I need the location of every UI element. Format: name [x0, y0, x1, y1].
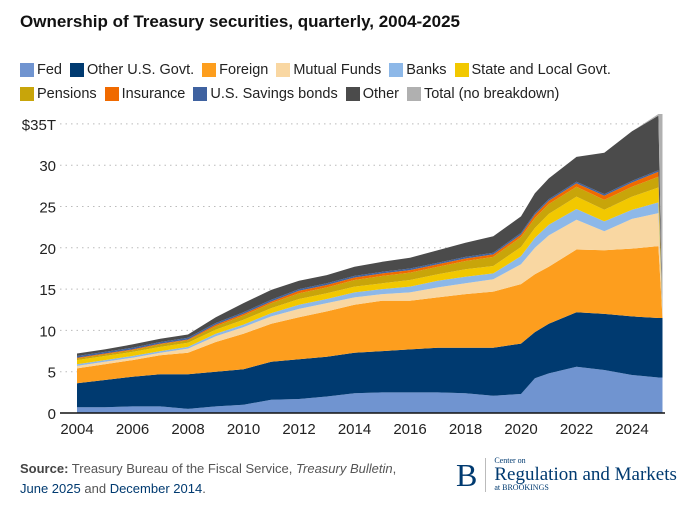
legend: Fed Other U.S. Govt. Foreign Mutual Funds Ba…	[20, 62, 680, 78]
logo-sub-text: at BROOKINGS	[494, 483, 549, 492]
x-tick-label: 2022	[560, 421, 593, 438]
legend-label: Mutual Funds	[293, 62, 382, 78]
legend-swatch	[406, 87, 421, 101]
legend-item-other: Other	[345, 86, 399, 102]
x-tick-label: 2016	[393, 421, 426, 438]
legend-item-other-u-s-govt-: Other U.S. Govt.	[70, 62, 194, 78]
y-tick-label: 25	[39, 200, 56, 217]
source-and: and	[84, 481, 107, 496]
chart-title: Ownership of Treasury securities, quarte…	[20, 12, 460, 31]
stacked-area-chart: 0 5 10 15 20 25 30 $35T 2004 2006 2008 2010 2012 2014…	[22, 114, 665, 438]
legend-swatch	[70, 63, 84, 77]
legend-label: Insurance	[121, 86, 186, 102]
x-tick-label: 2024	[615, 421, 648, 438]
legend-swatch	[454, 63, 469, 77]
brookings-logo: B Center on Regulation and Markets at BR…	[456, 457, 677, 492]
legend-swatch	[202, 63, 217, 77]
legend-swatch	[389, 63, 404, 77]
legend-swatch	[20, 63, 34, 77]
legend-item-mutual-funds: Mutual Funds	[276, 62, 381, 78]
legend-item-banks: Banks	[389, 62, 447, 78]
legend: Pensions Insurance U.S. Savings bonds Other…	[20, 86, 680, 102]
logo-letter: B	[456, 457, 487, 492]
legend-item-foreign: Foreign	[202, 62, 268, 78]
legend-swatch	[193, 87, 208, 101]
source-note: Source: Treasury Bureau of the Fiscal Se…	[20, 459, 396, 499]
y-tick-label: 30	[39, 158, 56, 175]
source-link-june-2025[interactable]: June 2025	[20, 481, 81, 496]
legend-swatch	[345, 87, 360, 101]
area-fed	[77, 366, 663, 413]
y-tick-label: 0	[48, 406, 56, 423]
y-tick-label: 15	[39, 282, 56, 299]
legend-item-pensions: Pensions	[20, 86, 97, 102]
x-tick-label: 2012	[282, 421, 315, 438]
legend-label: Other	[362, 86, 399, 102]
legend-item-total-no-breakdown-: Total (no breakdown)	[406, 86, 560, 102]
source-period: .	[202, 481, 206, 496]
source-publication: Treasury Bulletin	[296, 461, 393, 476]
legend-item-u-s-savings-bonds: U.S. Savings bonds	[193, 86, 338, 102]
legend-label: State and Local Govt.	[471, 62, 611, 78]
legend-label: Foreign	[219, 62, 269, 78]
legend-label: Total (no breakdown)	[423, 86, 560, 102]
legend-swatch	[104, 87, 119, 101]
legend-swatch	[276, 63, 291, 77]
legend-label: Other U.S. Govt.	[87, 62, 195, 78]
legend-label: Fed	[37, 62, 62, 78]
x-tick-label: 2008	[171, 421, 204, 438]
x-tick-label: 2020	[504, 421, 537, 438]
logo-small-text: Center on	[494, 456, 526, 465]
legend-item-state-and-local-govt-: State and Local Govt.	[454, 62, 611, 78]
source-comma: ,	[392, 461, 397, 476]
logo-main-text: Regulation and Markets	[494, 464, 677, 485]
legend-item-insurance: Insurance	[104, 86, 186, 102]
source-link-december-2014[interactable]: December 2014	[109, 481, 203, 496]
y-tick-label: 20	[39, 241, 56, 258]
legend-item-fed: Fed	[20, 62, 62, 78]
source-label: Source:	[20, 461, 69, 476]
legend-label: Pensions	[37, 86, 97, 102]
legend-swatch	[20, 87, 34, 101]
legend-label: Banks	[406, 62, 447, 78]
x-tick-label: 2018	[449, 421, 482, 438]
source-text: Treasury Bureau of the Fiscal Service,	[71, 461, 293, 476]
area-foreign	[77, 246, 663, 384]
x-tick-label: 2004	[60, 421, 93, 438]
x-tick-label: 2010	[227, 421, 260, 438]
y-tick-label: 5	[48, 365, 56, 382]
y-tick-label: $35T	[22, 117, 56, 134]
area-other-u-s-govt-	[77, 312, 663, 409]
x-tick-label: 2006	[116, 421, 149, 438]
x-tick-label: 2014	[338, 421, 371, 438]
y-tick-label: 10	[39, 323, 56, 340]
legend-label: U.S. Savings bonds	[210, 86, 338, 102]
